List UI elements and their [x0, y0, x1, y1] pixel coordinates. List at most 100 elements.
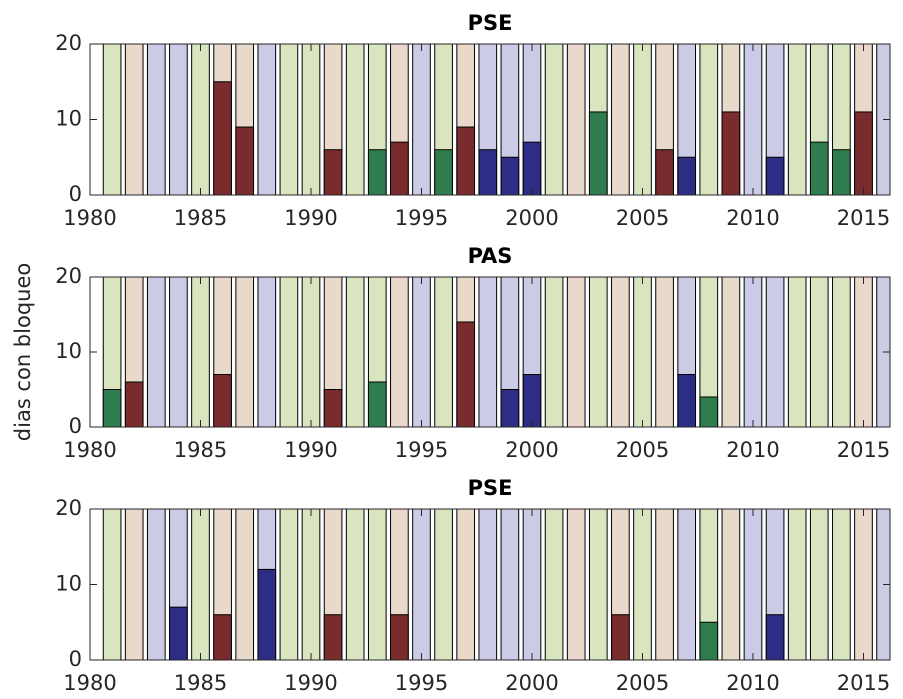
plot-area: [102, 509, 890, 660]
x-tick-label: 1985: [174, 206, 227, 230]
phase-band: [412, 509, 431, 660]
phase-band: [743, 509, 763, 660]
phase-band: [611, 44, 630, 195]
y-tick-label: 10: [55, 339, 82, 363]
phase-band: [809, 277, 829, 427]
phase-band: [301, 277, 321, 427]
x-tick-label: 1985: [174, 671, 227, 695]
plot-area: [102, 277, 890, 427]
phase-band: [588, 277, 608, 427]
phase-band: [146, 277, 166, 427]
bar: [390, 614, 409, 660]
bar: [124, 381, 144, 427]
phase-band: [191, 277, 210, 427]
phase-band: [345, 277, 365, 427]
phase-band: [279, 277, 299, 427]
phase-band: [345, 509, 365, 660]
phase-band: [434, 277, 453, 427]
phase-band: [854, 277, 873, 427]
phase-band: [522, 509, 542, 660]
bar: [367, 381, 387, 427]
phase-band: [677, 509, 697, 660]
phase-band: [257, 44, 277, 195]
bar: [434, 149, 453, 195]
bar: [611, 614, 630, 660]
bar: [213, 81, 232, 195]
bar: [169, 606, 188, 660]
phase-band: [412, 44, 431, 195]
phase-band: [765, 277, 785, 427]
phase-band: [566, 509, 586, 660]
x-tick-label: 1990: [284, 671, 337, 695]
bar: [367, 149, 387, 195]
y-tick-label: 20: [55, 496, 82, 520]
plot-area: [102, 44, 890, 195]
phase-band: [566, 44, 586, 195]
y-tick-label: 0: [69, 647, 82, 671]
bar: [500, 389, 520, 427]
phase-band: [235, 277, 255, 427]
bar: [721, 111, 741, 195]
x-tick-label: 2005: [616, 671, 669, 695]
phase-band: [611, 277, 630, 427]
bar: [323, 149, 343, 195]
phase-band: [456, 509, 476, 660]
phase-band: [743, 44, 763, 195]
bar: [213, 374, 232, 427]
y-tick-label: 20: [55, 31, 82, 55]
bar: [323, 614, 343, 660]
phase-band: [544, 509, 564, 660]
x-tick-label: 2010: [726, 671, 779, 695]
phase-band: [102, 509, 122, 660]
y-tick-label: 10: [55, 572, 82, 596]
phase-band: [721, 277, 741, 427]
bar: [765, 156, 785, 195]
phase-band: [146, 44, 166, 195]
bar: [390, 141, 409, 195]
phase-band: [832, 509, 851, 660]
bar: [809, 141, 829, 195]
phase-band: [478, 509, 498, 660]
x-tick-label: 2010: [726, 206, 779, 230]
phase-band: [124, 509, 144, 660]
phase-band: [412, 277, 431, 427]
bar: [854, 111, 873, 195]
phase-band: [809, 509, 829, 660]
bar: [588, 111, 608, 195]
bar: [235, 126, 255, 195]
phase-band: [390, 277, 409, 427]
phase-band: [345, 44, 365, 195]
phase-band: [191, 44, 210, 195]
y-tick-label: 10: [55, 107, 82, 131]
phase-band: [257, 277, 277, 427]
bar: [765, 614, 785, 660]
phase-band: [743, 277, 763, 427]
phase-band: [500, 509, 520, 660]
phase-band: [633, 277, 652, 427]
phase-band: [699, 277, 719, 427]
bar: [677, 374, 697, 427]
y-tick-label: 0: [69, 414, 82, 438]
phase-band: [699, 44, 719, 195]
phase-band: [588, 509, 608, 660]
x-tick-label: 1985: [174, 438, 227, 462]
phase-band: [655, 277, 674, 427]
phase-band: [633, 44, 652, 195]
phase-band: [854, 509, 873, 660]
bar: [522, 374, 542, 427]
x-tick-label: 2015: [837, 671, 890, 695]
y-tick-label: 20: [55, 264, 82, 288]
phase-band: [721, 509, 741, 660]
x-tick-label: 2000: [505, 206, 558, 230]
x-tick-label: 2015: [837, 206, 890, 230]
bar: [500, 156, 520, 195]
x-tick-label: 1995: [395, 438, 448, 462]
x-tick-label: 2010: [726, 438, 779, 462]
phase-band: [169, 277, 188, 427]
phase-band: [191, 509, 210, 660]
chart-title: PAS: [468, 244, 513, 268]
y-axis-label: dias con bloqueo: [11, 263, 35, 441]
x-tick-label: 2000: [505, 671, 558, 695]
phase-band: [146, 509, 166, 660]
